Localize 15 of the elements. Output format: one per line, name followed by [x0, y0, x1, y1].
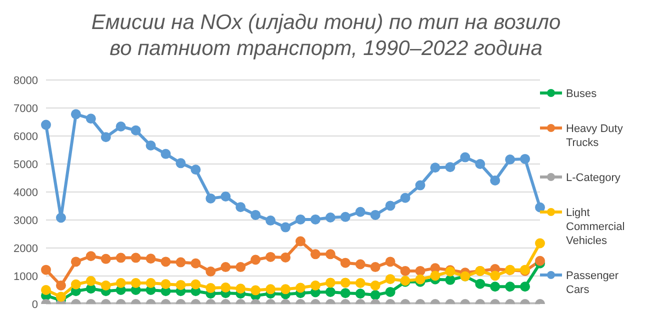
y-tick-label: 3000 — [14, 214, 38, 227]
y-tick-label: 8000 — [14, 74, 38, 87]
legend-label: Light Commercial Vehicles — [566, 206, 626, 248]
legend-label: Heavy Duty Trucks — [566, 122, 624, 150]
y-tick-label: 4000 — [14, 186, 38, 199]
y-tick-label: 7000 — [14, 102, 38, 115]
y-tick-label: 1000 — [14, 270, 38, 283]
y-tick-label: 0 — [32, 298, 38, 311]
y-tick-label: 2000 — [14, 242, 38, 255]
legend-label: L-Category — [566, 171, 620, 185]
legend-label: Buses — [566, 87, 597, 101]
chart-title: Емисии на NOx (илјади тони) по тип на возило во патниот транспорт, 1990–2022 година — [90, 10, 562, 62]
y-tick-label: 5000 — [14, 158, 38, 171]
y-tick-label: 6000 — [14, 130, 38, 143]
legend-label: Passenger Cars — [566, 269, 620, 297]
